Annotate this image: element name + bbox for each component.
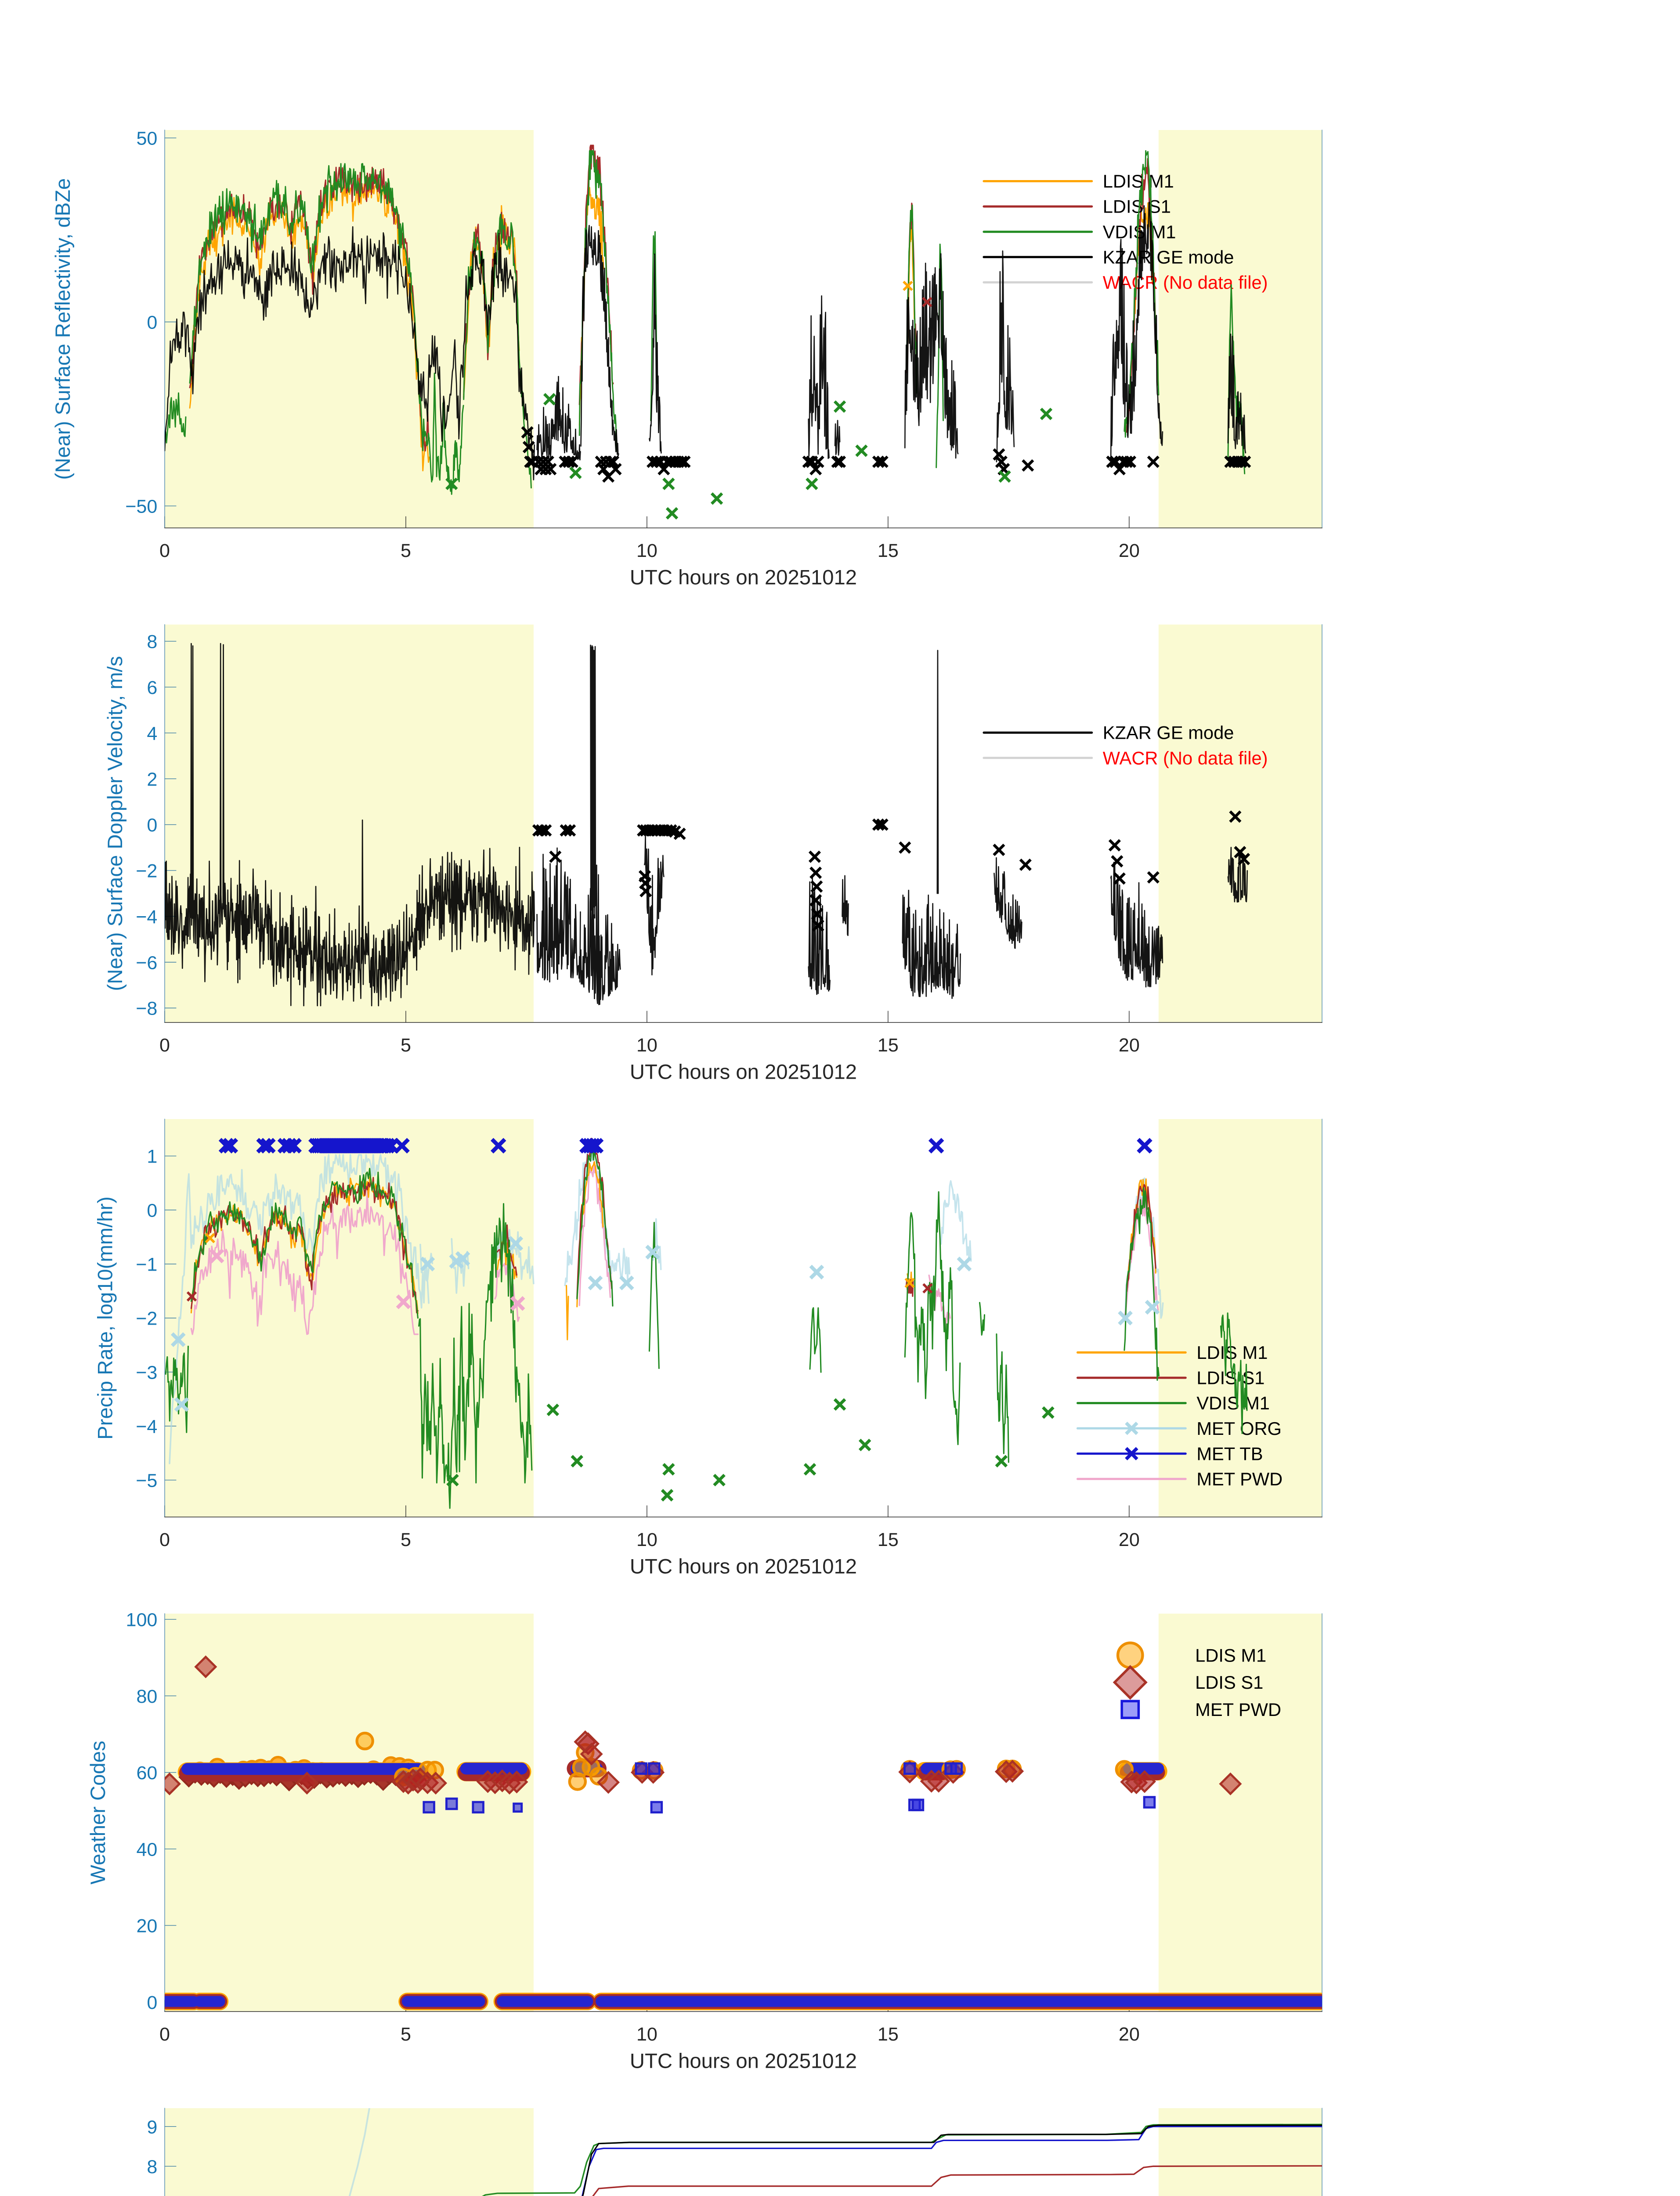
svg-text:MET PWD: MET PWD xyxy=(1195,1699,1281,1720)
svg-text:−2: −2 xyxy=(136,861,157,882)
svg-text:5: 5 xyxy=(401,1529,411,1550)
svg-text:0: 0 xyxy=(147,815,157,836)
svg-text:MET PWD: MET PWD xyxy=(1196,1469,1283,1489)
svg-text:5: 5 xyxy=(401,2024,411,2045)
svg-text:10: 10 xyxy=(636,540,658,561)
svg-text:UTC hours on 20251012: UTC hours on 20251012 xyxy=(630,1061,857,1084)
svg-text:80: 80 xyxy=(136,1686,157,1707)
svg-text:MET TB: MET TB xyxy=(1196,1443,1263,1464)
svg-text:10: 10 xyxy=(636,1035,658,1056)
svg-text:(Near) Surface Doppler Velocit: (Near) Surface Doppler Velocity, m/s xyxy=(104,656,127,991)
svg-text:−5: −5 xyxy=(136,1470,157,1492)
svg-text:UTC hours on 20251012: UTC hours on 20251012 xyxy=(630,1555,857,1578)
svg-text:WACR (No data file): WACR (No data file) xyxy=(1103,748,1268,768)
svg-text:−6: −6 xyxy=(136,952,157,973)
svg-text:5: 5 xyxy=(401,1035,411,1056)
svg-text:4: 4 xyxy=(147,723,157,744)
svg-text:Weather Codes: Weather Codes xyxy=(87,1741,110,1884)
svg-text:10: 10 xyxy=(636,1529,658,1550)
svg-text:10: 10 xyxy=(636,2024,658,2045)
svg-text:100: 100 xyxy=(126,1610,158,1631)
svg-text:15: 15 xyxy=(878,1035,899,1056)
svg-text:50: 50 xyxy=(136,128,157,149)
svg-text:(Near) Surface Reflectivity, d: (Near) Surface Reflectivity, dBZe xyxy=(51,178,75,480)
svg-text:15: 15 xyxy=(878,2024,899,2045)
svg-text:−3: −3 xyxy=(136,1362,157,1383)
svg-text:LDIS M1: LDIS M1 xyxy=(1103,171,1174,191)
svg-text:−1: −1 xyxy=(136,1254,157,1275)
svg-text:20: 20 xyxy=(1119,1529,1140,1550)
svg-text:LDIS S1: LDIS S1 xyxy=(1196,1368,1265,1388)
svg-text:20: 20 xyxy=(1119,2024,1140,2045)
svg-text:LDIS M1: LDIS M1 xyxy=(1195,1645,1266,1665)
svg-text:0: 0 xyxy=(159,540,170,561)
svg-text:0: 0 xyxy=(147,1992,157,2013)
svg-text:60: 60 xyxy=(136,1763,157,1784)
svg-text:UTC hours on 20251012: UTC hours on 20251012 xyxy=(630,2050,857,2073)
svg-text:−8: −8 xyxy=(136,998,157,1019)
svg-text:MET ORG: MET ORG xyxy=(1196,1418,1282,1439)
svg-text:6: 6 xyxy=(147,677,157,698)
svg-text:2: 2 xyxy=(147,769,157,790)
svg-text:20: 20 xyxy=(1119,540,1140,561)
svg-text:20: 20 xyxy=(1119,1035,1140,1056)
svg-text:0: 0 xyxy=(147,312,157,333)
svg-text:40: 40 xyxy=(136,1839,157,1860)
svg-text:9: 9 xyxy=(147,2117,157,2138)
svg-text:15: 15 xyxy=(878,540,899,561)
svg-text:1: 1 xyxy=(147,1146,157,1167)
svg-text:−2: −2 xyxy=(136,1308,157,1329)
svg-text:−4: −4 xyxy=(136,907,157,928)
svg-text:WACR (No data file): WACR (No data file) xyxy=(1103,272,1268,293)
svg-text:0: 0 xyxy=(147,1200,157,1221)
svg-text:KZAR GE mode: KZAR GE mode xyxy=(1103,722,1234,743)
svg-text:0: 0 xyxy=(159,1529,170,1550)
svg-text:5: 5 xyxy=(401,540,411,561)
svg-text:8: 8 xyxy=(147,2156,157,2178)
svg-text:0: 0 xyxy=(159,1035,170,1056)
svg-text:UTC hours on 20251012: UTC hours on 20251012 xyxy=(630,566,857,589)
svg-text:KZAR GE mode: KZAR GE mode xyxy=(1103,247,1234,267)
svg-text:Precip Rate, log10(mm/hr): Precip Rate, log10(mm/hr) xyxy=(94,1196,117,1440)
svg-text:−4: −4 xyxy=(136,1416,157,1438)
svg-text:20: 20 xyxy=(136,1916,157,1937)
svg-text:−50: −50 xyxy=(125,496,157,517)
svg-text:15: 15 xyxy=(878,1529,899,1550)
svg-text:LDIS M1: LDIS M1 xyxy=(1196,1342,1268,1363)
svg-text:8: 8 xyxy=(147,632,157,653)
svg-text:VDIS M1: VDIS M1 xyxy=(1196,1393,1270,1413)
svg-text:LDIS S1: LDIS S1 xyxy=(1103,196,1171,217)
svg-text:LDIS S1: LDIS S1 xyxy=(1195,1672,1263,1693)
svg-text:0: 0 xyxy=(159,2024,170,2045)
